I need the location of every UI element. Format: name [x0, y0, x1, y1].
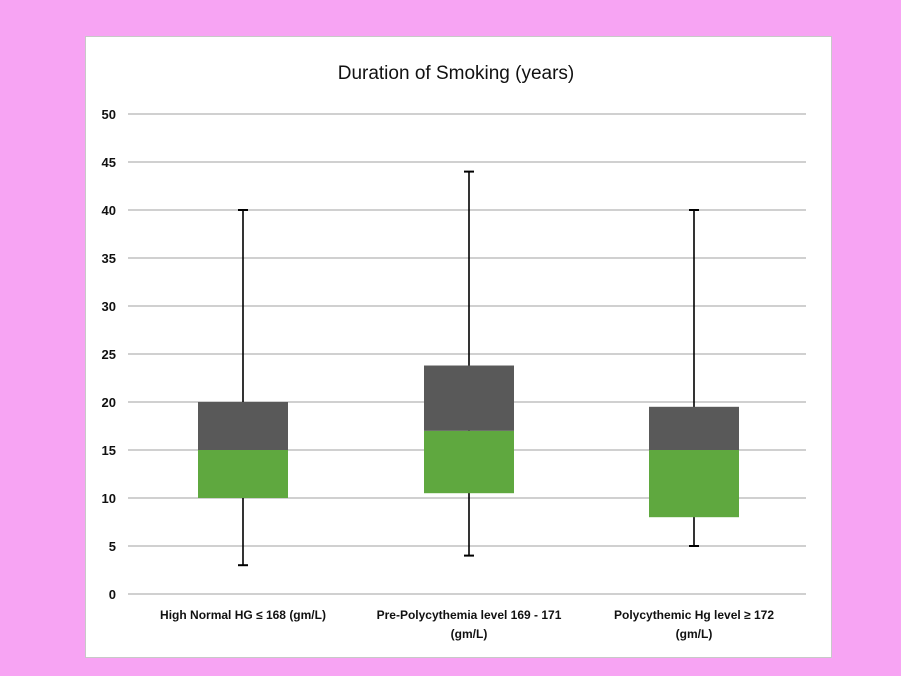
box-upper-segment [424, 365, 514, 431]
y-tick-label: 30 [102, 299, 116, 314]
y-tick-label: 0 [109, 587, 116, 602]
chart-panel: Duration of Smoking (years) 0 5 10 15 20 25 30… [85, 36, 832, 658]
x-tick-label: Pre-Polycythemia level 169 - 171 [377, 608, 562, 622]
x-tick-label: Polycythemic Hg level ≥ 172 [614, 608, 774, 622]
box-lower-segment [649, 450, 739, 518]
box-plot-chart: Duration of Smoking (years) 0 5 10 15 20 25 30… [102, 63, 806, 641]
y-tick-label: 15 [102, 443, 116, 458]
y-tick-label: 10 [102, 491, 116, 506]
x-tick-label: High Normal HG ≤ 168 (gm/L) [160, 608, 326, 622]
chart-title: Duration of Smoking (years) [338, 63, 575, 84]
box-lower-segment [198, 450, 288, 498]
y-tick-label: 5 [109, 539, 116, 554]
y-tick-label: 25 [102, 347, 116, 362]
box-lower-segment [424, 430, 514, 494]
y-tick-label: 35 [102, 251, 116, 266]
x-tick-label: (gm/L) [451, 627, 488, 641]
y-tick-label: 45 [102, 155, 116, 170]
box-upper-segment [649, 406, 739, 450]
y-tick-label: 40 [102, 203, 116, 218]
y-tick-label: 50 [102, 107, 116, 122]
x-tick-label: (gm/L) [676, 627, 713, 641]
y-tick-label: 20 [102, 395, 116, 410]
box-upper-segment [198, 402, 288, 450]
